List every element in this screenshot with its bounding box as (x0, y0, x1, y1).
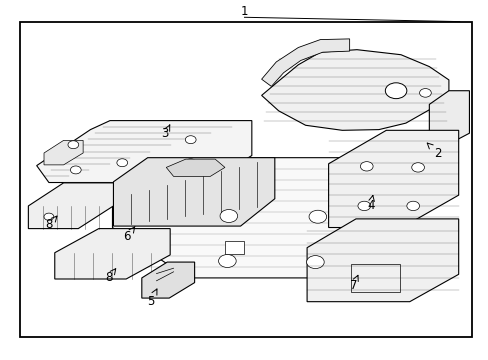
Polygon shape (261, 50, 448, 130)
Polygon shape (428, 91, 468, 144)
Bar (20, 22, 471, 337)
Polygon shape (112, 158, 386, 278)
Text: 6: 6 (123, 230, 131, 243)
Text: 1: 1 (240, 5, 248, 18)
Polygon shape (328, 130, 458, 228)
Circle shape (357, 201, 370, 211)
Polygon shape (113, 158, 274, 226)
Text: 3: 3 (161, 127, 169, 140)
Polygon shape (306, 219, 458, 302)
Text: 7: 7 (349, 279, 357, 292)
Bar (350, 264, 399, 292)
Text: 2: 2 (433, 147, 441, 159)
Polygon shape (224, 241, 244, 254)
Polygon shape (55, 229, 170, 279)
Polygon shape (142, 262, 194, 298)
Polygon shape (37, 121, 251, 183)
Circle shape (185, 136, 196, 144)
Text: 8: 8 (104, 271, 112, 284)
Text: 8: 8 (45, 219, 53, 231)
Circle shape (68, 141, 79, 149)
Circle shape (411, 163, 424, 172)
Circle shape (406, 201, 419, 211)
Circle shape (220, 210, 237, 222)
Circle shape (218, 255, 236, 267)
Circle shape (419, 89, 430, 97)
Polygon shape (44, 140, 83, 165)
Circle shape (44, 213, 54, 220)
Circle shape (385, 83, 406, 99)
Circle shape (185, 159, 196, 167)
Circle shape (306, 256, 324, 269)
Text: 4: 4 (366, 199, 374, 212)
Circle shape (360, 162, 372, 171)
Polygon shape (261, 39, 349, 86)
Circle shape (70, 166, 81, 174)
Circle shape (308, 210, 326, 223)
Circle shape (117, 159, 127, 167)
Text: 5: 5 (146, 295, 154, 308)
Polygon shape (28, 183, 113, 229)
Polygon shape (166, 159, 224, 176)
